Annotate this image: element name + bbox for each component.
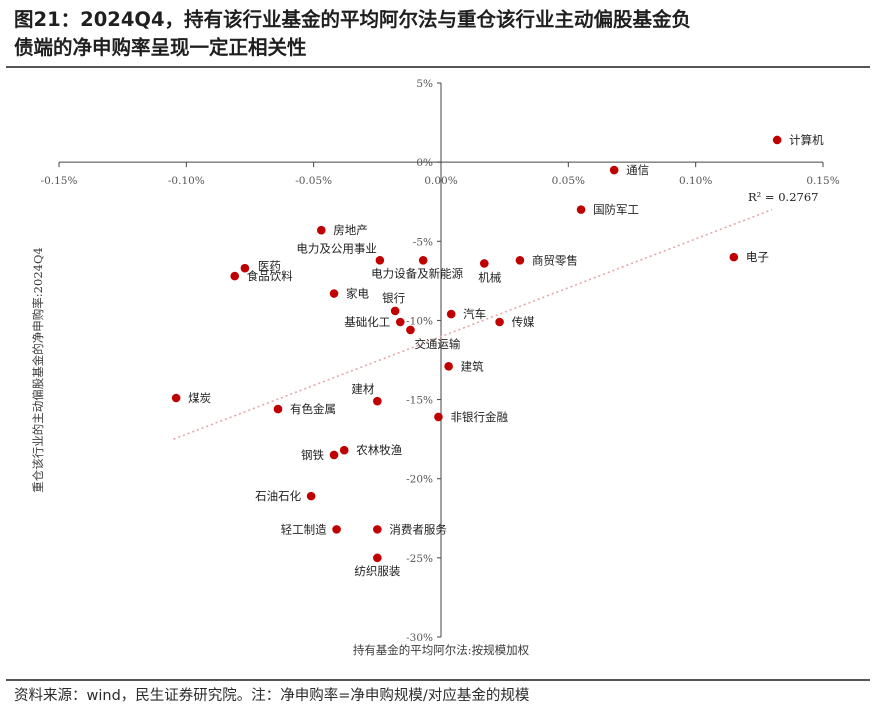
y-tick-label: -30% (406, 632, 433, 644)
data-point (479, 259, 489, 268)
data-point (230, 271, 240, 281)
point-label: 通信 (626, 163, 649, 177)
x-tick-label: -0.05% (295, 175, 332, 187)
x-tick-label: -0.15% (41, 175, 78, 187)
x-tick-label: 0.15% (806, 175, 839, 187)
point-label: 食品饮料 (247, 269, 293, 283)
data-point (434, 412, 443, 422)
point-label: 银行 (382, 291, 405, 305)
data-point (240, 263, 250, 273)
point-label: 消费者服务 (389, 522, 447, 536)
chart-title-line-2: 债端的净申购率呈现一定正相关性 (14, 36, 307, 59)
scatter-chart: -0.15% -0.10% -0.05% 0.00% 0.05% 0.10% 0.15% 5%… (31, 78, 840, 657)
point-label: 传媒 (512, 315, 535, 329)
data-point (329, 289, 339, 298)
data-point (390, 306, 400, 316)
y-tick-label: -5% (413, 236, 433, 248)
point-label: 非银行金融 (450, 410, 508, 424)
data-point (576, 205, 586, 214)
footer-divider (6, 679, 870, 681)
point-label: 商贸零售 (532, 253, 578, 267)
point-label: 农林牧渔 (356, 443, 402, 457)
data-point (515, 255, 525, 265)
data-point (375, 255, 385, 265)
point-label: 电子 (746, 250, 769, 264)
data-point (446, 309, 456, 319)
point-label: 房地产 (333, 223, 368, 237)
point-label: 建材 (351, 382, 374, 396)
point-label: 建筑 (461, 359, 484, 373)
chart-axes: -0.15% -0.10% -0.05% 0.00% 0.05% 0.10% 0.15% 5%… (41, 78, 840, 644)
x-axis-label: 持有基金的平均阿尔法:按规模加权 (353, 643, 530, 657)
point-label: 纺织服装 (354, 564, 400, 578)
x-tick-label: -0.10% (168, 175, 205, 187)
x-tick-label: 0.10% (679, 175, 712, 187)
point-label: 机械 (478, 270, 501, 284)
data-point (171, 393, 181, 403)
data-point (329, 450, 339, 460)
point-label: 电力设备及新能源 (371, 266, 463, 280)
y-tick-label: -20% (406, 474, 433, 486)
point-label: 国防军工 (593, 203, 639, 217)
data-point (609, 165, 619, 175)
point-label: 医药 (258, 259, 281, 273)
point-label: 煤炭 (188, 391, 211, 405)
y-tick-label: 5% (416, 78, 433, 90)
point-label: 汽车 (463, 307, 486, 321)
data-point (273, 404, 283, 414)
chart-title-line-1: 图21：2024Q4，持有该行业基金的平均阿尔法与重仓该行业主动偏股基金负 (14, 8, 692, 31)
trendline-line (173, 208, 773, 440)
data-point (332, 525, 341, 534)
y-tick-label: -25% (406, 553, 433, 565)
data-point (373, 553, 382, 563)
data-point (444, 362, 453, 371)
point-label: 有色金属 (290, 402, 336, 416)
data-point (395, 317, 405, 327)
data-point (306, 491, 316, 501)
x-tick-label: 0.05% (552, 175, 585, 187)
y-tick-label: -10% (406, 315, 433, 327)
point-label: 钢铁 (301, 448, 324, 462)
source-note: 资料来源：wind，民生证券研究院。注：净申购率=净申购规模/对应基金的规模 (14, 688, 530, 704)
trendline (173, 208, 773, 440)
chart-title: 图21：2024Q4，持有该行业基金的平均阿尔法与重仓该行业主动偏股基金负 债端… (14, 6, 874, 62)
y-tick-label: -15% (406, 395, 433, 407)
data-point (495, 317, 504, 327)
data-point (772, 135, 782, 145)
data-point (373, 396, 382, 406)
y-axis-label: 重仓该行业的主动偏股基金的净申购率:2024Q4 (31, 247, 45, 492)
point-label: 计算机 (789, 133, 824, 147)
r-squared-label: R² = 0.2767 (748, 190, 818, 204)
point-label: 基础化工 (344, 315, 390, 329)
data-point (373, 525, 382, 534)
data-point (418, 255, 428, 265)
data-point (339, 445, 349, 455)
title-divider (6, 66, 870, 68)
y-tick-label: 0% (416, 157, 433, 169)
point-label: 轻工制造 (281, 522, 327, 536)
point-label: 家电 (346, 287, 369, 301)
x-tick-label: 0.00% (424, 175, 457, 187)
data-point (406, 325, 415, 335)
data-point (729, 252, 739, 262)
point-label: 石油石化 (255, 489, 301, 503)
point-label: 电力及公用事业 (296, 241, 377, 255)
data-point (317, 225, 326, 235)
point-label: 交通运输 (414, 337, 460, 351)
